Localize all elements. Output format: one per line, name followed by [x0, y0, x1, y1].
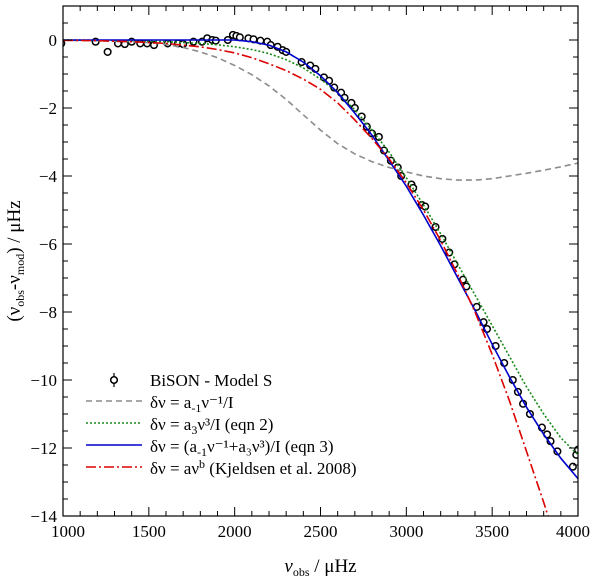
y-tick-label: −6: [39, 235, 57, 254]
y-tick-label: −4: [39, 167, 58, 186]
legend-marker: [109, 375, 119, 385]
series-line-4: [63, 39, 549, 516]
series-line-2: [63, 39, 578, 456]
y-tick-label: −10: [30, 371, 57, 390]
legend: BiSON - Model S δν = a-1ν⁻¹/Iδν = a3ν³/I …: [86, 371, 357, 478]
axes-layer: 1000 1500 2000 2500 3000 3500 4000 0 −2 −4 −6 −8 −10…: [30, 5, 590, 541]
x-tick-label: 2500: [304, 522, 338, 541]
series-line-3: [63, 39, 578, 480]
x-tick-label: 1500: [132, 522, 166, 541]
y-tick-label: 0: [49, 31, 58, 50]
legend-item-cub: δν = a3ν³/I (eqn 2): [86, 415, 273, 437]
y-axis-label: (νobs-νmod) / μHz: [4, 200, 27, 321]
data-point: [431, 222, 440, 232]
legend-item-inv: δν = a-1ν⁻¹/I: [86, 393, 234, 415]
x-axis-label: νobs / μHz: [284, 556, 356, 578]
y-tick-label: −12: [30, 439, 57, 458]
y-tick-label: −14: [30, 507, 57, 526]
x-tick-label: 2000: [218, 522, 252, 541]
legend-label: δν = (a-1ν⁻¹+a₃ν³)/I (eqn 3): [150, 437, 334, 459]
legend-item-both: δν = (a-1ν⁻¹+a₃ν³)/I (eqn 3): [86, 437, 334, 459]
y-tick-label: −2: [39, 99, 57, 118]
series-layer: [63, 30, 578, 516]
legend-item-bison: BiSON - Model S: [109, 371, 272, 390]
y-tick-label: −8: [39, 303, 57, 322]
axis-labels: νobs / μHz (νobs-νmod) / μHz: [4, 200, 357, 579]
legend-label: BiSON - Model S: [150, 371, 272, 390]
legend-label: δν = a3ν³/I (eqn 2): [150, 415, 273, 437]
series-line-1: [63, 39, 578, 181]
legend-label: δν = aνb (Kjeldsen et al. 2008): [150, 457, 357, 478]
x-tick-label: 4000: [556, 522, 590, 541]
legend-item-kjel: δν = aνb (Kjeldsen et al. 2008): [86, 457, 357, 478]
legend-label: δν = a-1ν⁻¹/I: [150, 393, 234, 415]
x-tick-label: 3500: [475, 522, 509, 541]
x-tick-label: 1000: [51, 522, 85, 541]
data-point: [103, 47, 112, 56]
x-tick-label: 3000: [389, 522, 423, 541]
